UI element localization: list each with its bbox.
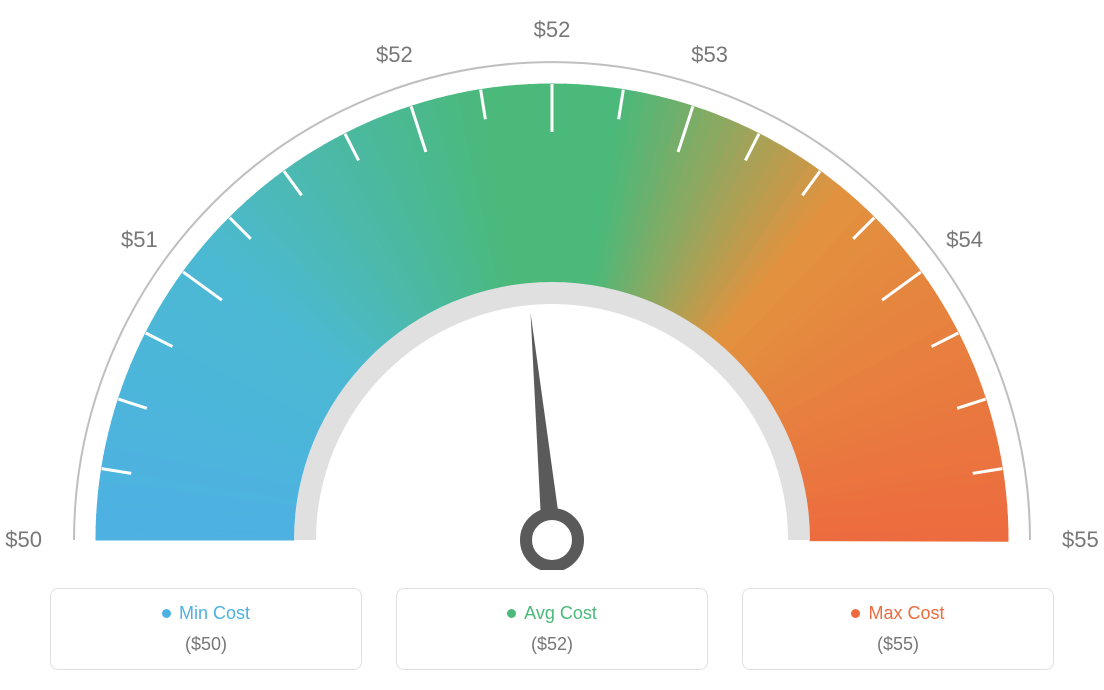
- gauge-tick-label: $54: [946, 227, 983, 252]
- gauge-tick-label: $52: [534, 17, 571, 42]
- gauge-tick-label: $51: [121, 227, 158, 252]
- legend-dot-max: [851, 609, 860, 618]
- legend-label-max: Max Cost: [868, 603, 944, 624]
- legend-dot-min: [162, 609, 171, 618]
- legend-value-min: ($50): [51, 634, 361, 655]
- legend-label-min: Min Cost: [179, 603, 250, 624]
- gauge-tick-label: $53: [691, 42, 728, 67]
- legend-value-max: ($55): [743, 634, 1053, 655]
- cost-gauge-chart: $50 $51 $52 $52 $53 $54 $55 Min Cost ($50) Avg…: [0, 0, 1104, 690]
- legend-title-max: Max Cost: [851, 603, 944, 624]
- legend-value-avg: ($52): [397, 634, 707, 655]
- gauge-tick-label: $50: [5, 527, 42, 552]
- legend-row: Min Cost ($50) Avg Cost ($52) Max Cost (…: [0, 588, 1104, 670]
- legend-dot-avg: [507, 609, 516, 618]
- legend-label-avg: Avg Cost: [524, 603, 597, 624]
- gauge-area: $50 $51 $52 $52 $53 $54 $55: [0, 0, 1104, 570]
- gauge-svg: $50 $51 $52 $52 $53 $54 $55: [0, 0, 1104, 570]
- gauge-tick-label: $55: [1062, 527, 1099, 552]
- legend-title-min: Min Cost: [162, 603, 250, 624]
- legend-card-max: Max Cost ($55): [742, 588, 1054, 670]
- legend-title-avg: Avg Cost: [507, 603, 597, 624]
- legend-card-min: Min Cost ($50): [50, 588, 362, 670]
- gauge-tick-label: $52: [376, 42, 413, 67]
- legend-card-avg: Avg Cost ($52): [396, 588, 708, 670]
